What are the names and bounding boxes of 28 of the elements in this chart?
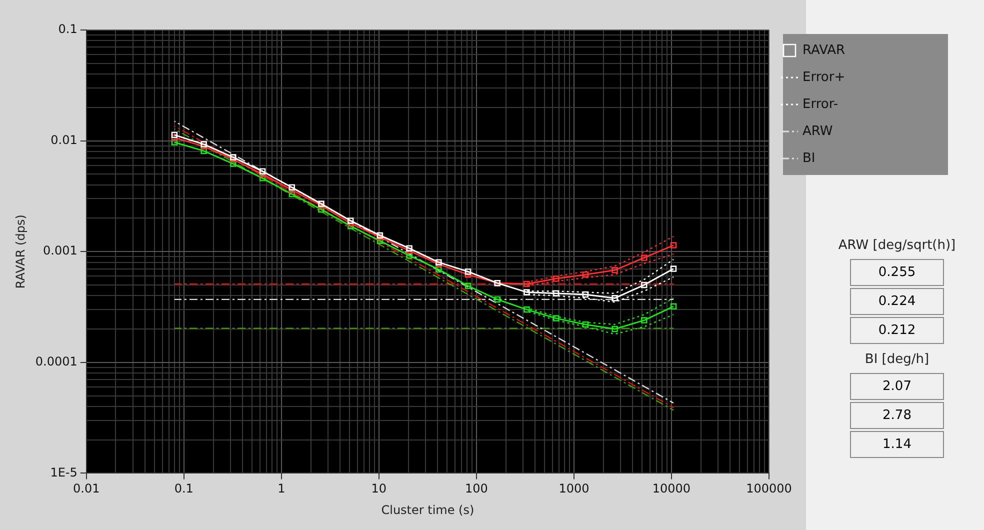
text: ARW [deg/sqrt(h)]	[838, 238, 956, 253]
y-tick-label: 1E-5	[50, 465, 78, 480]
x-tick-label: 10	[371, 482, 387, 496]
legend-label: ARW	[802, 124, 833, 139]
x-tick-label: 10000	[652, 482, 691, 496]
y-tick-label: 0.1	[58, 22, 78, 36]
x-axis-title: Cluster time (s)	[381, 502, 474, 517]
x-tick-label: 1000	[558, 482, 590, 496]
x-tick-label: 100000	[746, 482, 792, 496]
x-tick-label: 1	[278, 482, 286, 496]
y-tick-label: 0.01	[50, 132, 78, 147]
y-axis-title: RAVAR (dps)	[13, 214, 28, 289]
text: 2.07	[850, 373, 944, 400]
legend-label: Error-	[802, 96, 838, 112]
legend-label: Error+	[802, 70, 846, 85]
text: 2.78	[850, 402, 944, 429]
legend-label: RAVAR	[802, 42, 846, 58]
text: 0.224	[850, 288, 944, 315]
x-tick-label: 100	[465, 482, 488, 496]
text: 1.14	[850, 431, 944, 458]
x-tick-label: 0.1	[174, 482, 194, 496]
text: 0.255	[850, 259, 944, 286]
text: BI [deg/h]	[864, 352, 930, 367]
x-tick-label: 0.01	[73, 482, 100, 496]
y-tick-label: 0.0001	[35, 354, 78, 369]
y-tick-label: 0.001	[43, 244, 78, 258]
legend-label: BI	[802, 150, 816, 166]
text: 0.212	[850, 317, 944, 344]
